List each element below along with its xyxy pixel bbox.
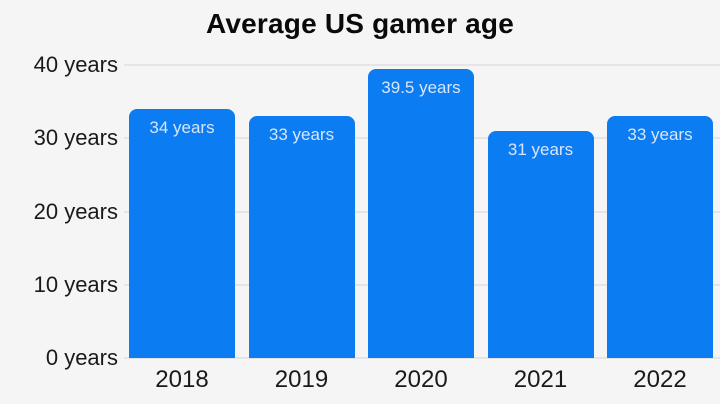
bar-2019: 33 years xyxy=(248,116,355,358)
bar-value-label: 33 years xyxy=(268,125,335,145)
y-axis-tick-label: 40 years xyxy=(33,52,118,77)
y-axis-tick-label: 30 years xyxy=(33,125,118,151)
bar-value-label: 34 years xyxy=(149,117,215,137)
y-axis-tick-label: 20 years xyxy=(33,198,118,224)
gridline-0 xyxy=(124,357,720,359)
bar-2018: 34 years xyxy=(129,108,235,358)
y-axis-tick-label: 10 years xyxy=(33,271,118,297)
bar-2020: 39.5 years xyxy=(368,68,474,358)
x-axis-tick-label-2020: 2020 xyxy=(394,366,448,393)
bar-value-label: 33 years xyxy=(627,125,693,145)
bar-2022: 33 years xyxy=(607,116,713,358)
x-axis-tick-label-2021: 2021 xyxy=(513,366,568,393)
y-axis-tick-label: 0 years xyxy=(45,345,118,370)
x-axis-tick-label-2019: 2019 xyxy=(274,366,329,393)
bar-value-label: 39.5 years xyxy=(381,77,461,97)
x-axis-tick-label-2022: 2022 xyxy=(633,366,687,393)
chart-title: Average US gamer age xyxy=(206,8,514,39)
gridline-40 xyxy=(124,64,720,66)
bar-value-label: 31 years xyxy=(507,139,574,159)
bar-2021: 31 years xyxy=(487,130,594,358)
x-axis-tick-label-2018: 2018 xyxy=(155,366,209,393)
